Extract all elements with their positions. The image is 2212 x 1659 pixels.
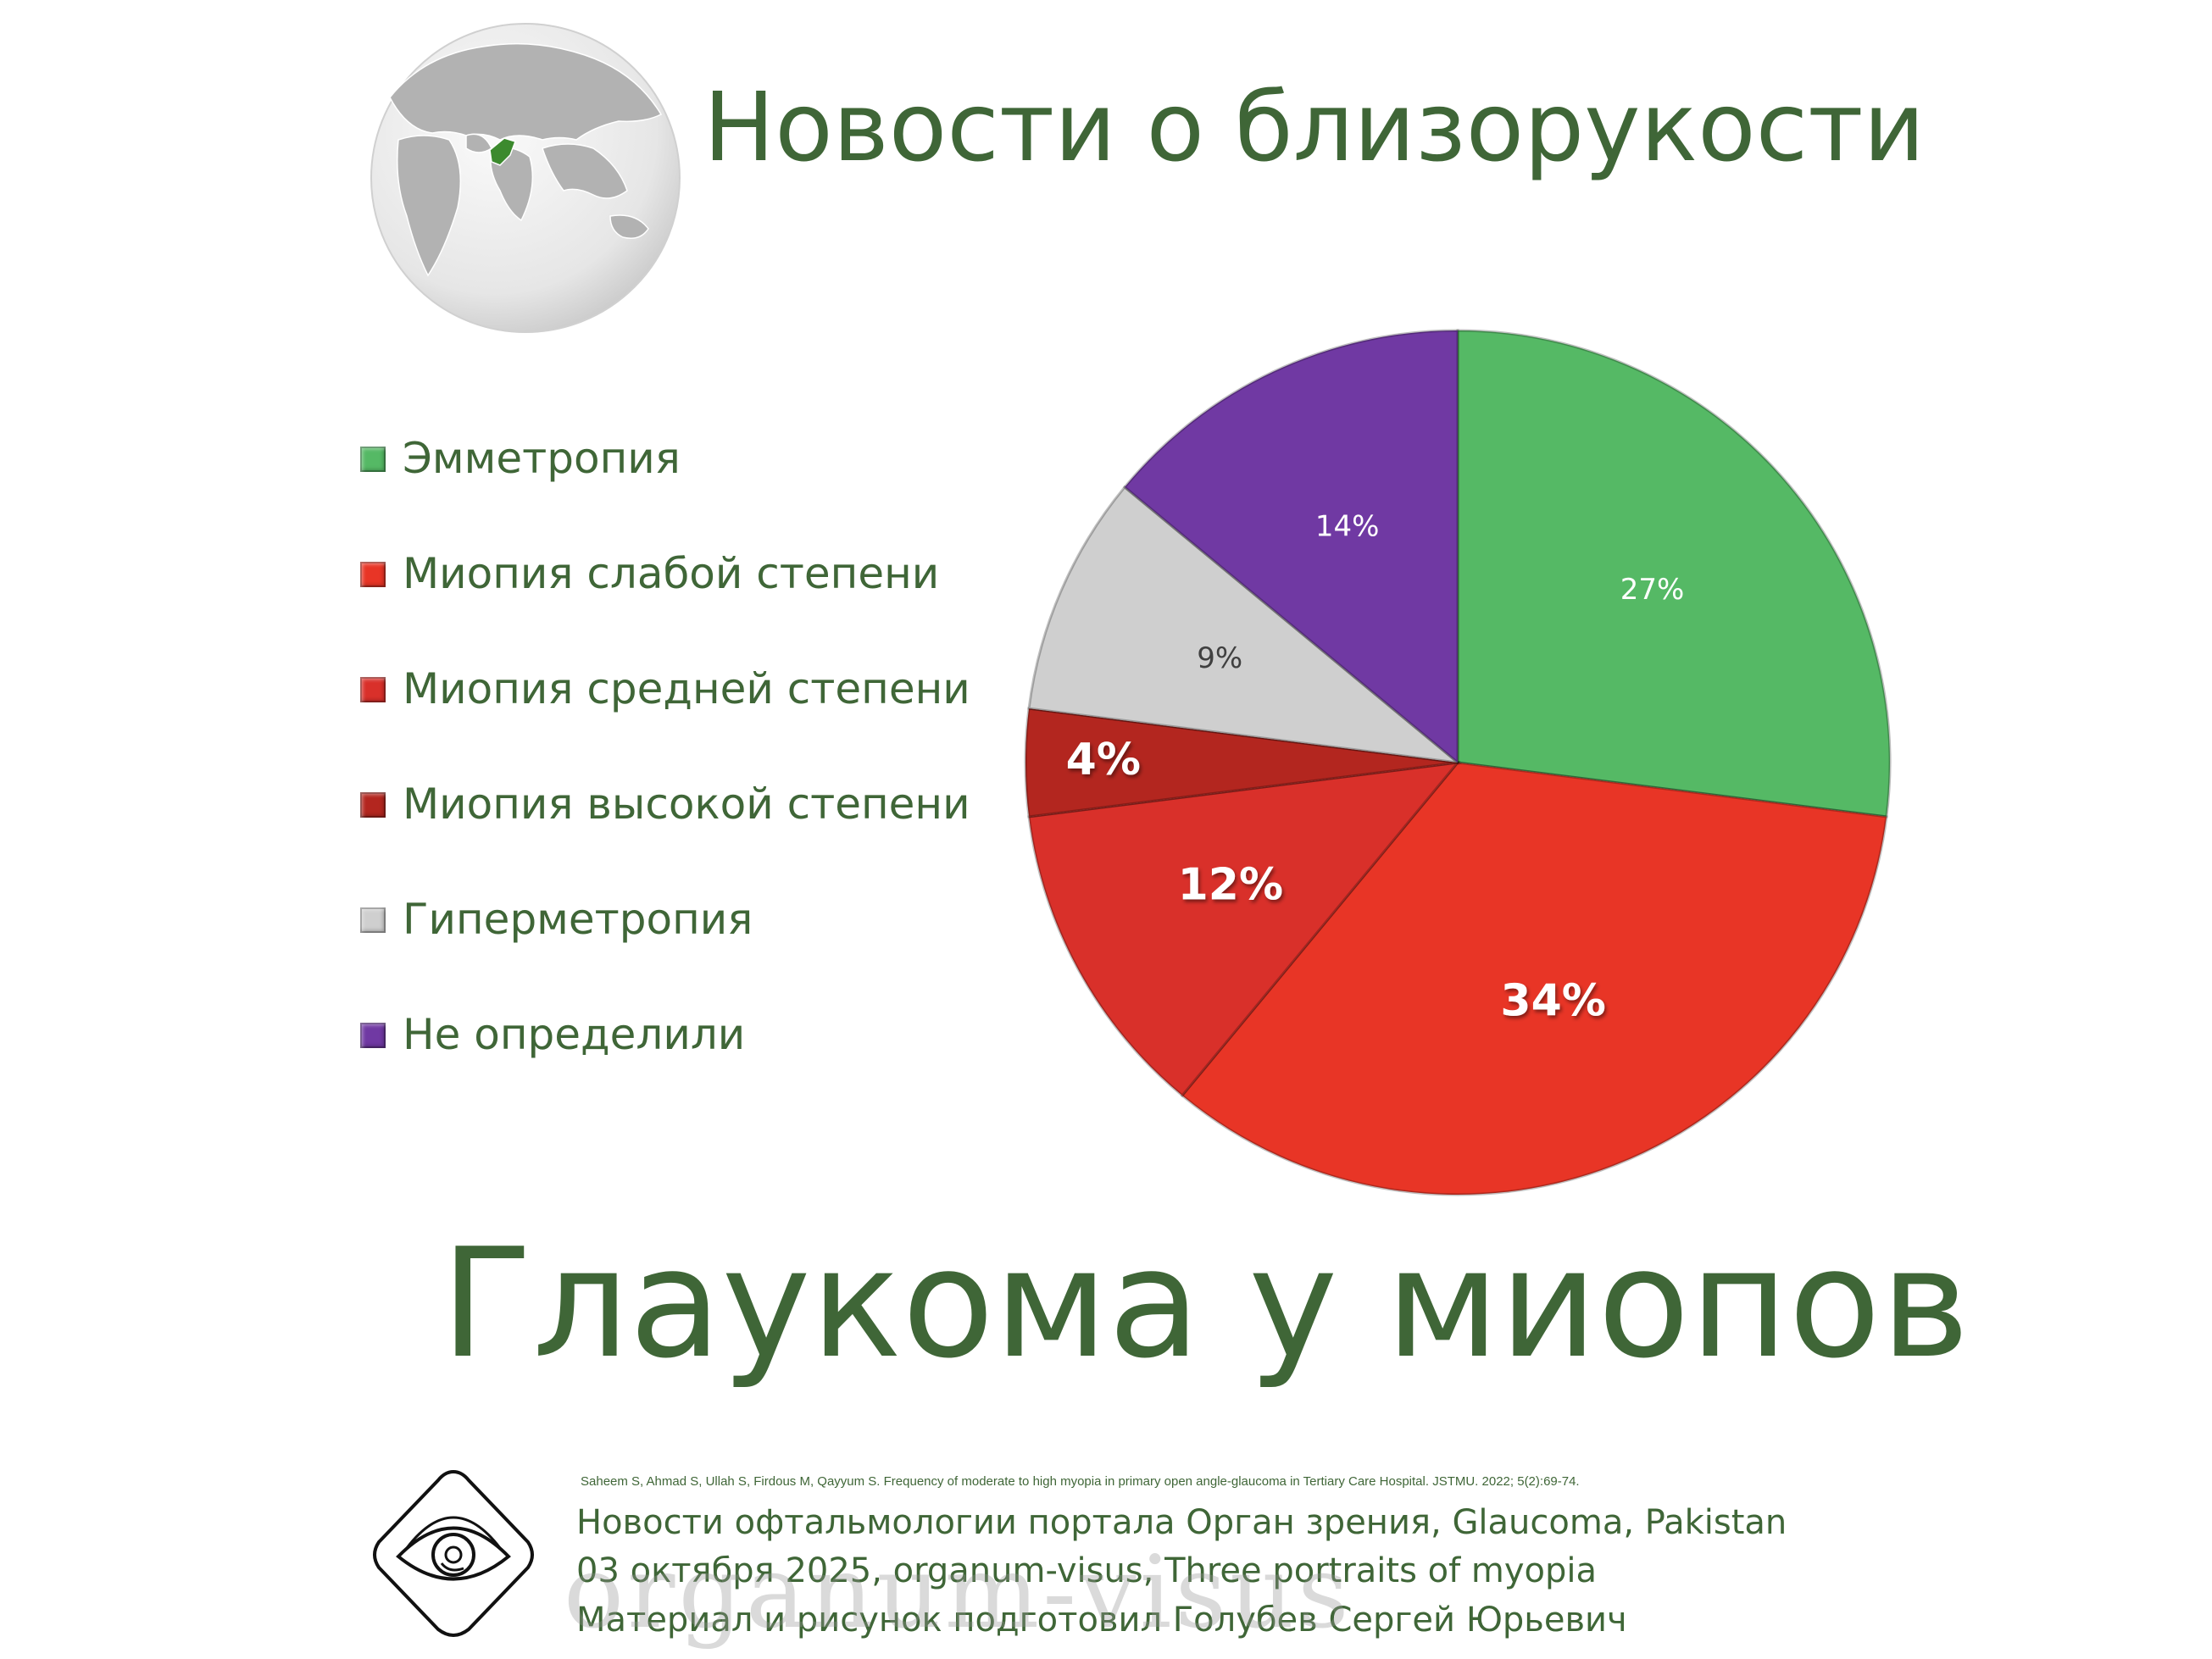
globe-pakistan-icon (370, 23, 681, 333)
legend-swatch (360, 677, 386, 702)
legend-swatch (360, 907, 386, 933)
pie-data-label: 34% (1500, 976, 1605, 1027)
pie-slice (1027, 485, 1462, 765)
eye-in-diamond-logo-icon (373, 1469, 534, 1637)
legend-swatch (360, 447, 386, 472)
pie-slice (1180, 761, 1888, 1196)
page-title: Новости о близорукости (703, 73, 1926, 183)
legend-swatch (360, 792, 386, 818)
pie-data-label: 9% (1197, 641, 1242, 675)
pie-slice (1024, 707, 1459, 818)
pie-slice (1456, 329, 1892, 818)
pie-chart: 27% 34% 12% 4% 9% 14% (1024, 329, 1892, 1196)
pie-data-label: 27% (1620, 573, 1685, 607)
legend-label: Миопия слабой степени (403, 549, 940, 598)
footer-line-2: 03 октября 2025, organum-visus, Three po… (576, 1551, 1598, 1590)
legend-label: Миопия средней степени (403, 664, 970, 713)
legend-label: Эмметропия (403, 434, 681, 483)
watermark: organum-visus (564, 1534, 1353, 1651)
legend-label: Гиперметропия (403, 895, 753, 944)
pie-slice (1027, 761, 1461, 1098)
legend-label: Не определили (403, 1010, 746, 1059)
footer-line-3: Материал и рисунок подготовил Голубев Се… (576, 1601, 1627, 1640)
subtitle: Глаукома у миопов (441, 1216, 1970, 1391)
footer-line-1: Новости офтальмологии портала Орган зрен… (576, 1503, 1787, 1542)
pie-data-label: 12% (1178, 859, 1283, 910)
legend-swatch (360, 1023, 386, 1048)
reference-citation: Saheem S, Ahmad S, Ullah S, Firdous M, Q… (581, 1474, 1580, 1489)
pie-data-label: 4% (1066, 735, 1141, 785)
pie-slice (1122, 329, 1459, 766)
legend-swatch (360, 562, 386, 587)
legend-label: Миопия высокой степени (403, 780, 970, 829)
pie-data-label: 14% (1315, 510, 1380, 544)
